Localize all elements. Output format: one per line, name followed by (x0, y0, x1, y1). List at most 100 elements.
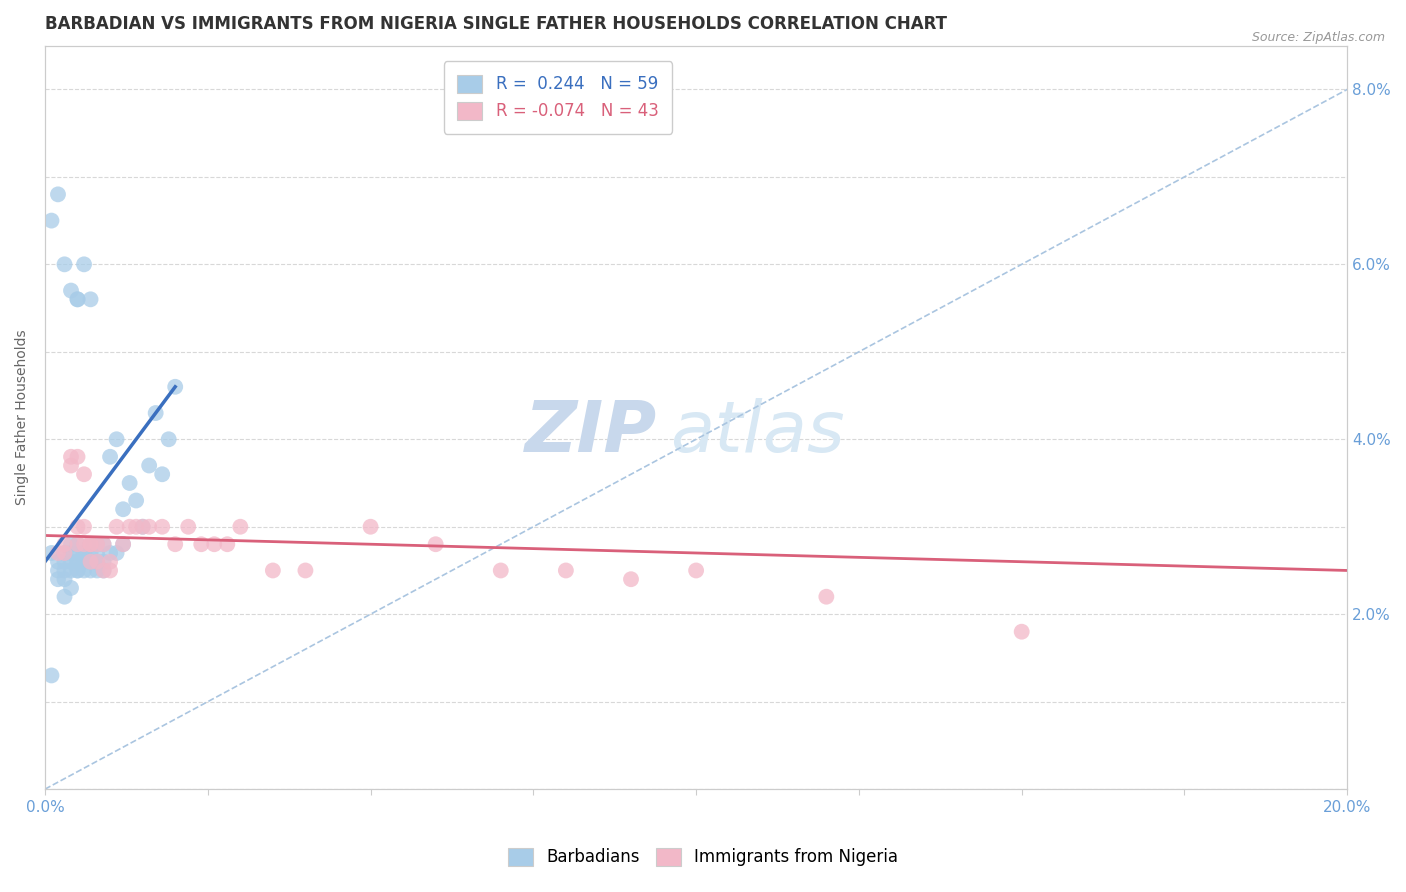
Point (93, 564, 115, 578)
Point (685, 564, 707, 578)
Y-axis label: Single Father Households: Single Father Households (15, 329, 30, 505)
Point (73, 257, 96, 271)
Point (190, 537, 212, 551)
Point (138, 458, 160, 473)
Point (217, 537, 239, 551)
Point (112, 502, 135, 516)
Point (60, 564, 83, 578)
Point (150, 520, 173, 534)
Point (79, 564, 101, 578)
Point (150, 467, 173, 482)
Text: atlas: atlas (671, 398, 845, 467)
Point (79, 537, 101, 551)
Point (425, 537, 447, 551)
Point (131, 520, 153, 534)
Point (60, 450, 83, 464)
Point (66, 293, 89, 307)
Point (489, 564, 512, 578)
Point (66, 564, 89, 578)
Point (105, 432, 128, 446)
Point (41, 668, 63, 682)
Point (60, 537, 83, 551)
Point (53, 546, 76, 560)
Point (125, 520, 148, 534)
Point (86, 546, 108, 560)
Point (98, 546, 121, 560)
Legend: Barbadians, Immigrants from Nigeria: Barbadians, Immigrants from Nigeria (499, 839, 907, 875)
Point (53, 572, 76, 586)
Point (73, 467, 96, 482)
Point (86, 537, 108, 551)
Point (105, 546, 128, 560)
Text: Source: ZipAtlas.com: Source: ZipAtlas.com (1251, 31, 1385, 45)
Point (157, 432, 180, 446)
Point (73, 564, 96, 578)
Point (93, 537, 115, 551)
Point (66, 537, 89, 551)
Text: ZIP: ZIP (524, 398, 657, 467)
Point (66, 537, 89, 551)
Point (118, 475, 141, 490)
Point (112, 537, 135, 551)
Point (98, 450, 121, 464)
Point (294, 564, 316, 578)
Point (60, 458, 83, 473)
Point (86, 555, 108, 569)
Point (554, 564, 576, 578)
Point (202, 537, 225, 551)
Point (79, 537, 101, 551)
Text: BARBADIAN VS IMMIGRANTS FROM NIGERIA SINGLE FATHER HOUSEHOLDS CORRELATION CHART: BARBADIAN VS IMMIGRANTS FROM NIGERIA SIN… (45, 15, 948, 33)
Point (73, 546, 96, 560)
Point (620, 572, 643, 586)
Point (41, 213, 63, 227)
Point (79, 555, 101, 569)
Point (138, 520, 160, 534)
Point (60, 555, 83, 569)
Point (165, 537, 187, 551)
Point (53, 590, 76, 604)
Legend: R =  0.244   N = 59, R = -0.074   N = 43: R = 0.244 N = 59, R = -0.074 N = 43 (444, 62, 672, 134)
Point (86, 564, 108, 578)
Point (46, 564, 69, 578)
Point (86, 537, 108, 551)
Point (79, 293, 101, 307)
Point (93, 564, 115, 578)
Point (93, 555, 115, 569)
Point (46, 546, 69, 560)
Point (73, 537, 96, 551)
Point (815, 590, 838, 604)
Point (53, 546, 76, 560)
Point (41, 546, 63, 560)
Point (165, 380, 187, 394)
Point (60, 546, 83, 560)
Point (98, 564, 121, 578)
Point (93, 537, 115, 551)
Point (86, 555, 108, 569)
Point (262, 564, 284, 578)
Point (73, 555, 96, 569)
Point (73, 546, 96, 560)
Point (66, 555, 89, 569)
Point (66, 564, 89, 578)
Point (1011, 624, 1033, 639)
Point (79, 537, 101, 551)
Point (66, 293, 89, 307)
Point (118, 520, 141, 534)
Point (105, 520, 128, 534)
Point (145, 406, 167, 420)
Point (53, 537, 76, 551)
Point (360, 520, 382, 534)
Point (66, 450, 89, 464)
Point (53, 564, 76, 578)
Point (53, 257, 76, 271)
Point (79, 546, 101, 560)
Point (73, 555, 96, 569)
Point (177, 520, 200, 534)
Point (66, 555, 89, 569)
Point (229, 520, 252, 534)
Point (98, 555, 121, 569)
Point (79, 555, 101, 569)
Point (60, 581, 83, 595)
Point (73, 520, 96, 534)
Point (66, 520, 89, 534)
